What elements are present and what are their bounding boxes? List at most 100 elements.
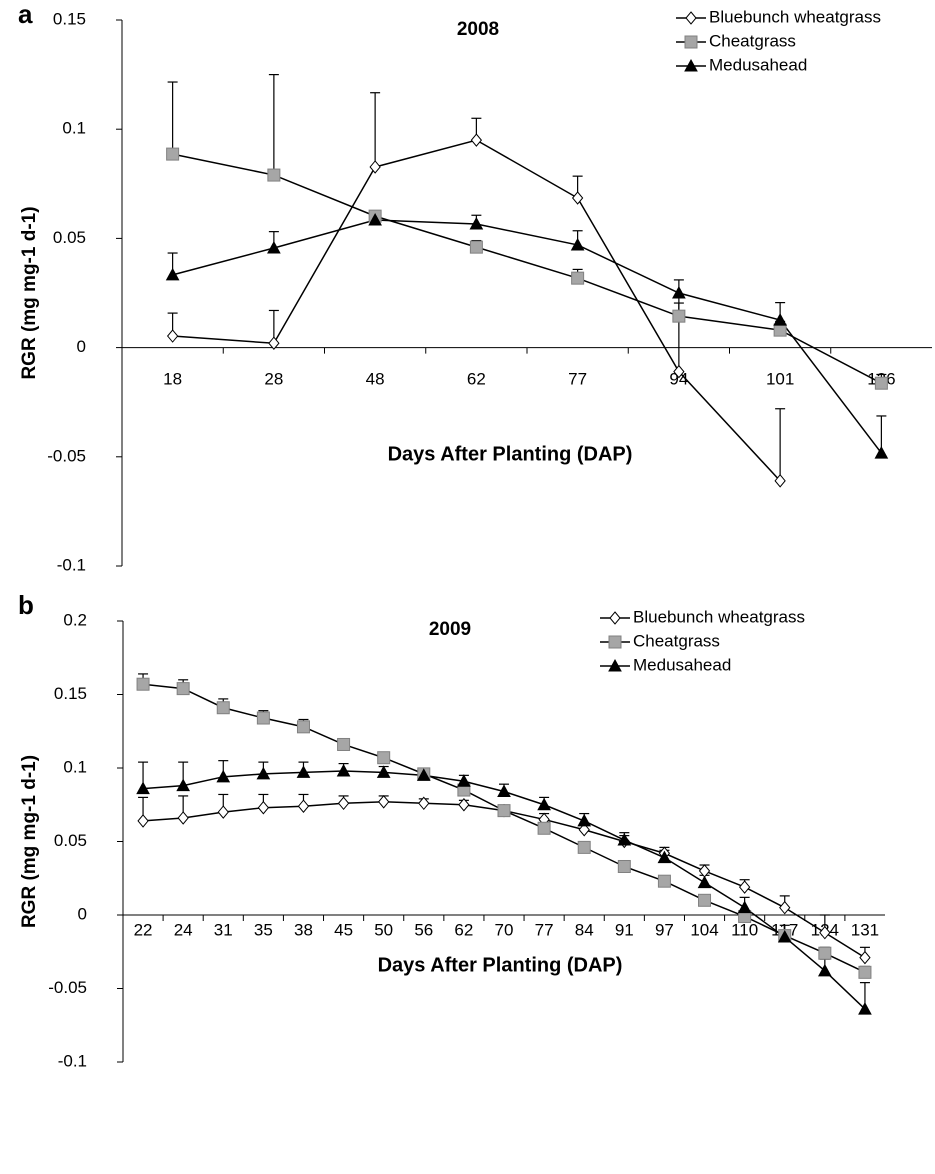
y-tick-label: 0.15 bbox=[54, 684, 87, 703]
panel-label: b bbox=[18, 590, 34, 620]
data-point bbox=[818, 946, 832, 960]
data-point bbox=[779, 900, 791, 915]
x-tick-label: 35 bbox=[254, 920, 273, 939]
legend-marker bbox=[685, 11, 697, 25]
data-point bbox=[416, 768, 431, 781]
data-point bbox=[457, 774, 471, 787]
x-tick-label: 45 bbox=[334, 920, 353, 939]
data-point bbox=[470, 133, 483, 147]
data-point bbox=[874, 446, 889, 459]
data-point bbox=[774, 474, 786, 488]
y-axis-label: RGR (mg mg-1 d-1) bbox=[19, 755, 40, 928]
y-tick-label: 0.1 bbox=[63, 757, 87, 776]
series-line bbox=[172, 153, 882, 384]
series-line bbox=[172, 219, 882, 454]
data-point bbox=[337, 737, 351, 751]
data-point bbox=[657, 850, 672, 864]
data-point bbox=[377, 751, 391, 765]
data-point bbox=[267, 168, 281, 182]
data-point bbox=[577, 813, 592, 827]
data-point bbox=[858, 965, 872, 979]
x-axis-label: Days After Planting (DAP) bbox=[388, 443, 633, 465]
data-point bbox=[570, 237, 585, 251]
chart-title: 2009 bbox=[429, 619, 471, 640]
x-tick-label: 101 bbox=[766, 369, 794, 388]
panel-label: a bbox=[18, 0, 33, 29]
data-point bbox=[176, 778, 191, 792]
data-point bbox=[166, 329, 179, 343]
y-tick-label: -0.1 bbox=[58, 1051, 87, 1070]
data-point bbox=[577, 840, 591, 854]
data-point bbox=[737, 900, 752, 914]
data-point bbox=[657, 874, 671, 888]
legend-marker bbox=[684, 58, 698, 72]
x-tick-label: 110 bbox=[731, 920, 758, 939]
x-tick-label: 50 bbox=[374, 920, 393, 939]
data-point bbox=[773, 323, 787, 337]
data-point bbox=[469, 240, 483, 254]
x-tick-label: 70 bbox=[495, 920, 514, 939]
x-tick-label: 18 bbox=[163, 369, 182, 388]
data-point bbox=[378, 795, 390, 809]
data-point bbox=[469, 216, 484, 230]
x-tick-label: 31 bbox=[214, 920, 233, 939]
legend-label: Bluebunch wheatgrass bbox=[633, 607, 805, 626]
legend-marker bbox=[608, 658, 622, 672]
y-tick-label: 0 bbox=[78, 904, 87, 923]
legend-label: Cheatgrass bbox=[709, 31, 796, 50]
data-point bbox=[257, 800, 270, 815]
data-point bbox=[216, 769, 231, 783]
data-point bbox=[874, 376, 888, 390]
data-point bbox=[369, 160, 381, 174]
data-point bbox=[672, 309, 686, 323]
data-point bbox=[368, 213, 382, 226]
data-point bbox=[858, 1002, 872, 1015]
x-tick-label: 84 bbox=[575, 920, 594, 939]
legend-label: Medusahead bbox=[633, 655, 731, 674]
data-point bbox=[578, 822, 590, 837]
data-point bbox=[672, 285, 686, 299]
y-tick-label: 0.05 bbox=[53, 228, 86, 247]
data-point bbox=[256, 766, 271, 780]
data-point bbox=[859, 950, 871, 965]
x-tick-label: 97 bbox=[655, 920, 674, 939]
data-point bbox=[773, 313, 787, 326]
legend-marker bbox=[684, 35, 698, 49]
data-point bbox=[617, 859, 631, 873]
y-axis-label: RGR (mg mg-1 d-1) bbox=[19, 206, 40, 379]
x-tick-label: 62 bbox=[467, 369, 486, 388]
data-point bbox=[738, 880, 751, 894]
data-point bbox=[297, 799, 310, 814]
data-point bbox=[166, 147, 180, 161]
data-point bbox=[136, 781, 150, 795]
x-tick-label: 94 bbox=[669, 369, 688, 388]
x-tick-label: 56 bbox=[414, 920, 433, 939]
data-point bbox=[337, 796, 350, 811]
data-point bbox=[296, 765, 311, 778]
y-tick-label: -0.05 bbox=[48, 978, 87, 997]
data-point bbox=[673, 364, 685, 379]
data-point bbox=[697, 875, 712, 889]
y-tick-label: 0.05 bbox=[54, 831, 87, 850]
x-tick-label: 77 bbox=[535, 920, 554, 939]
y-tick-label: -0.05 bbox=[47, 446, 86, 465]
data-point bbox=[571, 191, 584, 205]
data-point bbox=[268, 336, 280, 351]
y-tick-label: 0.1 bbox=[62, 119, 86, 138]
y-tick-label: 0.2 bbox=[63, 610, 87, 629]
data-point bbox=[617, 832, 632, 846]
data-point bbox=[216, 701, 230, 715]
x-tick-label: 62 bbox=[454, 920, 473, 939]
x-tick-label: 131 bbox=[851, 920, 879, 939]
data-point bbox=[537, 821, 551, 835]
x-tick-label: 91 bbox=[615, 920, 634, 939]
x-tick-label: 28 bbox=[264, 369, 283, 388]
data-point bbox=[137, 814, 149, 828]
data-point bbox=[819, 925, 831, 940]
series-line bbox=[172, 139, 781, 482]
x-tick-label: 104 bbox=[690, 920, 718, 939]
chart-title: 2008 bbox=[457, 19, 499, 40]
data-point bbox=[267, 240, 281, 254]
legend-label: Bluebunch wheatgrass bbox=[709, 7, 881, 26]
